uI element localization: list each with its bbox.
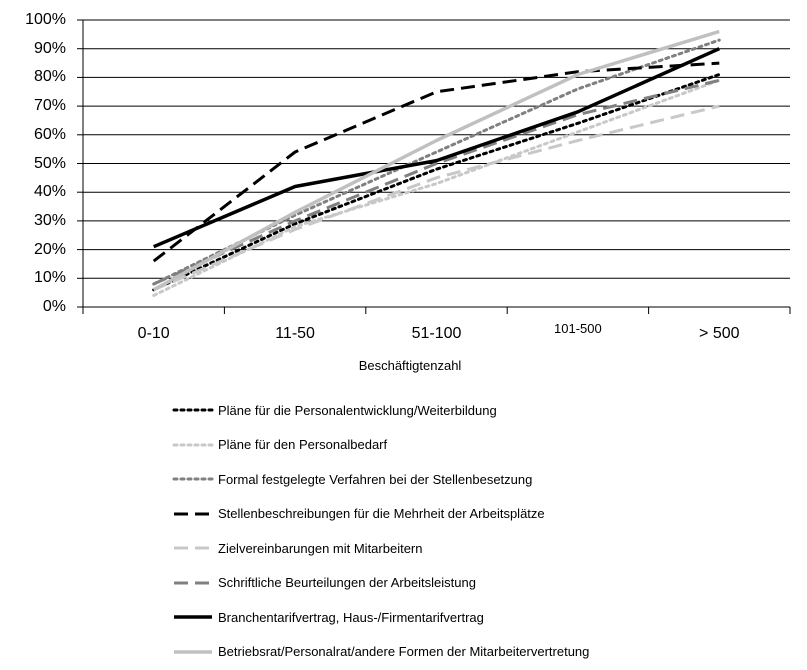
legend-label: Zielvereinbarungen mit Mitarbeitern <box>218 540 423 556</box>
legend-label: Pläne für den Personalbedarf <box>218 437 388 453</box>
legend-item: Schriftliche Beurteilungen der Arbeitsle… <box>172 566 792 601</box>
y-tick-label: 60% <box>33 125 66 143</box>
y-tick-label: 30% <box>33 211 66 229</box>
legend-label: Pläne für die Personalentwicklung/Weiter… <box>218 402 497 418</box>
y-tick-label: 100% <box>25 11 66 28</box>
legend-swatch <box>174 615 212 619</box>
legend-swatch <box>172 443 214 447</box>
x-axis-title: Beschäftigtenzahl <box>358 358 462 373</box>
legend-swatch <box>174 581 212 585</box>
legend-swatch <box>174 512 212 516</box>
y-tick-label: 0% <box>42 298 66 315</box>
series-line-6 <box>153 78 720 286</box>
legend-label: Schriftliche Beurteilungen der Arbeitsle… <box>218 575 476 591</box>
legend-item: Pläne für die Personalentwicklung/Weiter… <box>172 393 792 428</box>
y-tick-label: 40% <box>33 183 66 201</box>
y-tick-label: 70% <box>33 97 66 115</box>
legend-item: Zielvereinbarungen mit Mitarbeitern <box>172 531 792 566</box>
legend-swatch <box>174 650 212 654</box>
chart-legend: Pläne für die Personalentwicklung/Weiter… <box>172 393 792 669</box>
legend-item: Pläne für den Personalbedarf <box>172 428 792 463</box>
series-line-7 <box>153 47 721 249</box>
series-line-5 <box>153 104 720 292</box>
legend-item: Branchentarifvertrag, Haus-/Firmentarifv… <box>172 600 792 635</box>
y-tick-label: 80% <box>33 68 66 86</box>
y-tick-label: 90% <box>33 39 66 57</box>
x-tick-label: > 500 <box>699 325 740 342</box>
legend-swatch <box>174 546 212 550</box>
legend-item: Betriebsrat/Personalrat/andere Formen de… <box>172 635 792 670</box>
x-tick-label: 101-500 <box>554 321 602 336</box>
legend-swatch <box>172 408 214 412</box>
legend-item: Formal festgelegte Verfahren bei der Ste… <box>172 462 792 497</box>
series-line-2 <box>152 78 721 297</box>
x-tick-label: 0-10 <box>137 325 170 342</box>
legend-label: Branchentarifvertrag, Haus-/Firmentarifv… <box>218 609 484 625</box>
series-line-8 <box>152 29 720 292</box>
x-tick-label: 51-100 <box>411 325 462 342</box>
y-tick-label: 10% <box>33 269 66 287</box>
legend-item: Stellenbeschreibungen für die Mehrheit d… <box>172 497 792 532</box>
y-tick-label: 20% <box>33 240 66 258</box>
y-tick-label: 50% <box>33 154 66 172</box>
x-tick-label: 11-50 <box>275 325 315 342</box>
legend-label: Betriebsrat/Personalrat/andere Formen de… <box>218 644 590 660</box>
legend-label: Stellenbeschreibungen für die Mehrheit d… <box>218 506 545 522</box>
series-line-1 <box>152 73 721 292</box>
legend-label: Formal festgelegte Verfahren bei der Ste… <box>218 471 533 487</box>
legend-swatch <box>172 477 214 481</box>
